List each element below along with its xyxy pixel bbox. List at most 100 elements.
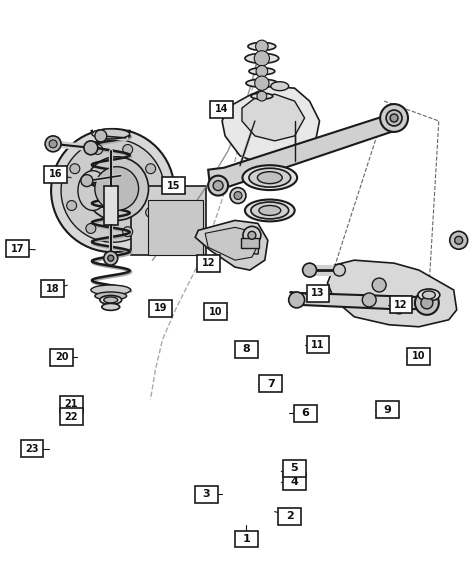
Text: 9: 9	[384, 405, 392, 415]
Bar	[20, 440, 44, 457]
Bar	[104, 186, 118, 225]
Text: 5: 5	[291, 463, 298, 473]
Text: 10: 10	[209, 306, 223, 316]
Bar	[241, 238, 259, 248]
Text: 7: 7	[267, 378, 275, 389]
Ellipse shape	[243, 165, 297, 190]
Circle shape	[70, 164, 80, 174]
Ellipse shape	[95, 292, 127, 300]
Bar	[60, 396, 82, 413]
Circle shape	[450, 231, 468, 249]
Circle shape	[123, 144, 133, 155]
Text: 10: 10	[412, 351, 425, 361]
Circle shape	[93, 144, 103, 155]
Polygon shape	[195, 220, 268, 270]
Bar	[50, 349, 73, 366]
Bar	[149, 300, 172, 316]
Circle shape	[380, 104, 408, 132]
Circle shape	[392, 300, 406, 314]
Circle shape	[243, 227, 261, 244]
Ellipse shape	[251, 202, 289, 219]
Bar	[195, 486, 218, 503]
Bar	[131, 186, 206, 255]
Bar	[60, 408, 82, 425]
Text: 3: 3	[202, 489, 210, 500]
Text: 11: 11	[311, 340, 325, 350]
Ellipse shape	[91, 285, 131, 295]
Text: 23: 23	[25, 444, 39, 454]
Ellipse shape	[100, 296, 122, 304]
Bar	[41, 280, 64, 297]
Circle shape	[248, 231, 256, 239]
Bar	[7, 240, 29, 257]
Bar	[259, 375, 283, 392]
Circle shape	[104, 251, 118, 265]
Circle shape	[95, 130, 107, 142]
Ellipse shape	[245, 200, 295, 221]
Polygon shape	[290, 292, 429, 310]
Circle shape	[51, 129, 174, 252]
Circle shape	[67, 201, 77, 210]
Ellipse shape	[102, 304, 120, 310]
Bar	[197, 255, 220, 272]
Text: 2: 2	[286, 511, 294, 521]
Circle shape	[289, 292, 305, 308]
Ellipse shape	[246, 79, 278, 87]
Circle shape	[85, 157, 148, 220]
Bar	[283, 473, 306, 490]
Circle shape	[84, 141, 98, 155]
Text: 16: 16	[49, 169, 62, 179]
Circle shape	[108, 255, 114, 261]
Circle shape	[86, 224, 96, 233]
Text: 6: 6	[301, 408, 309, 418]
Bar	[307, 285, 329, 302]
Text: 18: 18	[46, 283, 59, 294]
Circle shape	[49, 140, 57, 148]
Bar	[235, 341, 258, 358]
Ellipse shape	[271, 82, 289, 91]
Bar	[376, 401, 399, 418]
Polygon shape	[328, 260, 457, 327]
Circle shape	[421, 297, 433, 309]
Circle shape	[230, 187, 246, 204]
Circle shape	[254, 51, 269, 66]
Circle shape	[45, 136, 61, 152]
Ellipse shape	[257, 172, 282, 183]
Ellipse shape	[249, 68, 275, 75]
Bar	[283, 459, 306, 477]
Bar	[162, 177, 185, 194]
Ellipse shape	[249, 168, 291, 187]
Bar	[204, 303, 227, 320]
Bar	[294, 405, 317, 421]
Bar	[148, 200, 203, 255]
Text: 15: 15	[167, 181, 180, 191]
Ellipse shape	[92, 129, 129, 139]
Circle shape	[362, 293, 376, 307]
Bar	[44, 166, 67, 183]
Polygon shape	[208, 110, 403, 187]
Circle shape	[256, 66, 268, 77]
Circle shape	[234, 191, 242, 200]
Circle shape	[213, 181, 223, 190]
Circle shape	[146, 164, 155, 174]
Bar	[210, 101, 233, 118]
Circle shape	[302, 263, 317, 277]
Circle shape	[257, 91, 267, 101]
Ellipse shape	[418, 289, 440, 301]
Ellipse shape	[248, 43, 276, 51]
Circle shape	[95, 167, 138, 210]
Ellipse shape	[422, 291, 435, 299]
Polygon shape	[222, 86, 319, 166]
Circle shape	[81, 175, 93, 187]
Circle shape	[146, 208, 155, 217]
Circle shape	[455, 236, 463, 244]
Bar	[390, 296, 412, 313]
Ellipse shape	[251, 93, 273, 99]
Ellipse shape	[245, 53, 279, 63]
Circle shape	[386, 110, 402, 126]
Text: 20: 20	[55, 352, 68, 362]
Text: 14: 14	[215, 104, 228, 114]
Circle shape	[255, 76, 269, 90]
Text: 21: 21	[64, 399, 78, 409]
Circle shape	[415, 291, 439, 315]
